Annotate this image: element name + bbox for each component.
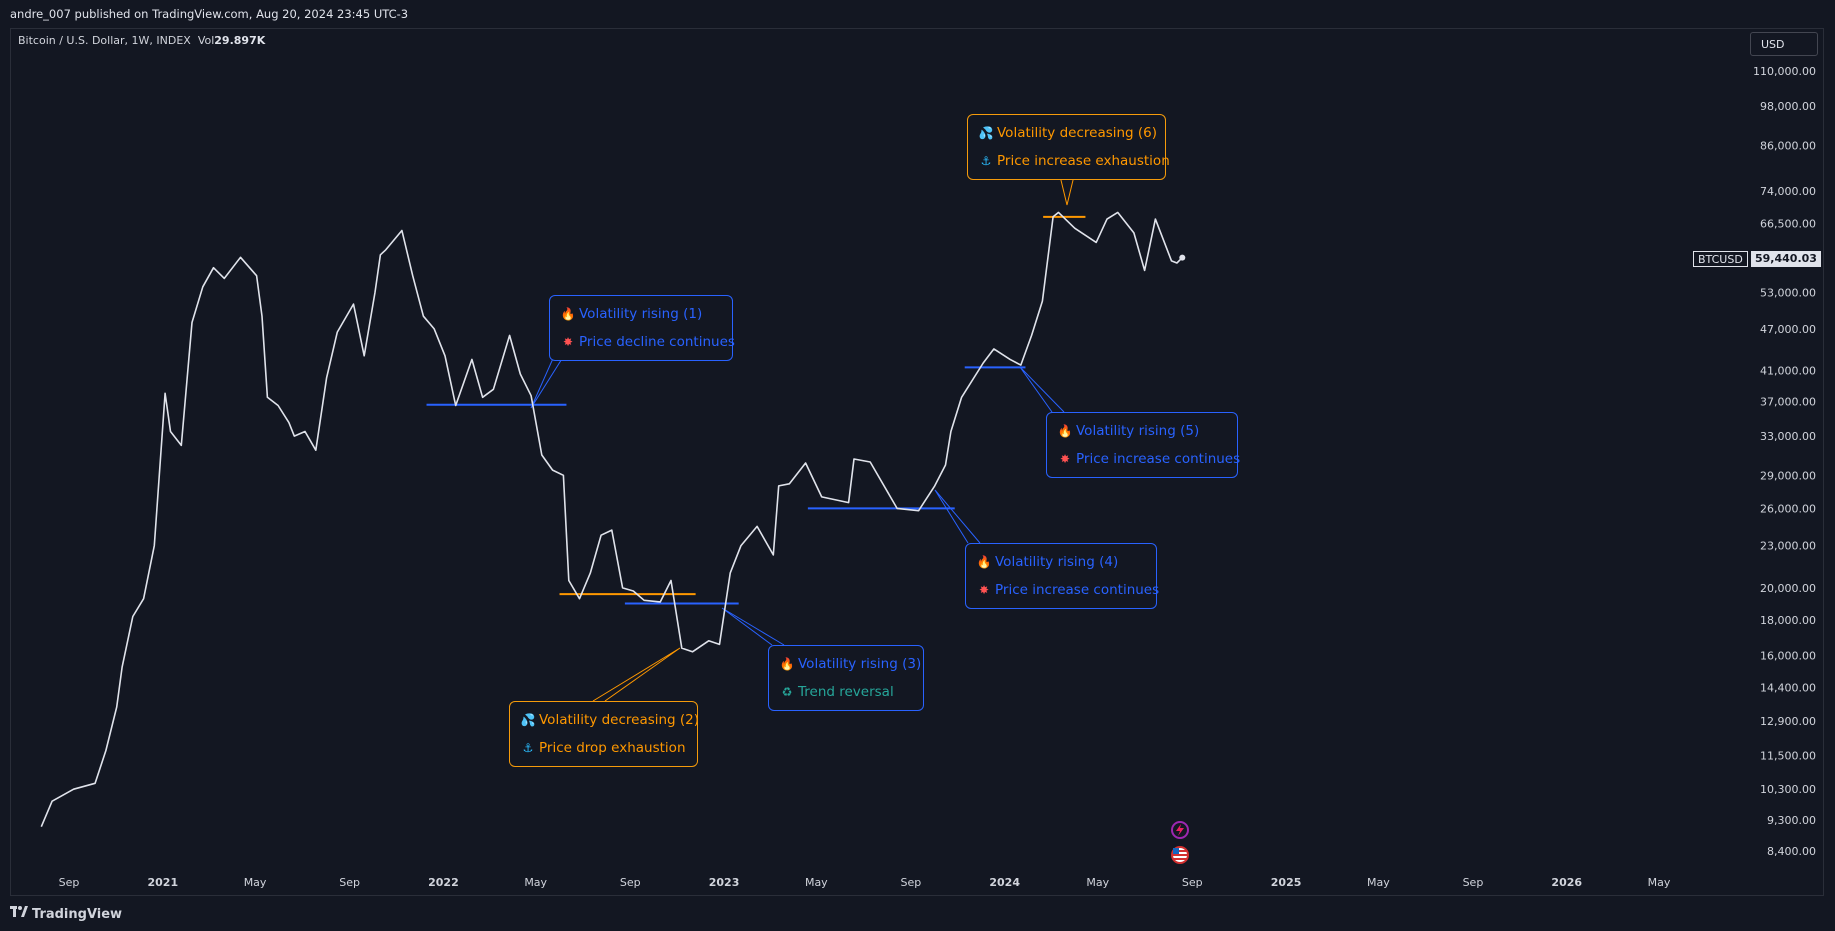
x-tick-label: May: [244, 876, 267, 889]
callout-text: Price drop exhaustion: [539, 740, 686, 756]
callout-pointer: [530, 353, 566, 409]
us-flag-event-icon[interactable]: [1171, 846, 1189, 864]
x-tick-label: 2023: [709, 876, 740, 889]
y-tick-label: 86,000.00: [1760, 140, 1816, 153]
callout-pointer: [721, 607, 785, 646]
x-axis-labels: Sep 2021 May Sep 2022 May Sep 2023 May Sep 2024 May…: [59, 876, 1671, 889]
last-price-dot: [1179, 254, 1186, 261]
y-tick-label: 66,500.00: [1760, 218, 1816, 231]
y-axis-labels: 110,000.00 98,000.00 86,000.00 74,000.00 66,…: [1753, 65, 1816, 858]
fire-icon: 🔥: [1057, 424, 1073, 438]
callout-text: Volatility rising (4): [995, 554, 1119, 570]
lightning-event-icon[interactable]: [1171, 821, 1189, 839]
y-tick-label: 47,000.00: [1760, 323, 1816, 336]
y-tick-label: 14,400.00: [1760, 682, 1816, 695]
y-tick-label: 9,300.00: [1767, 814, 1816, 827]
anchor-icon: ⚓: [980, 154, 992, 168]
y-tick-label: 8,400.00: [1767, 845, 1816, 858]
callout-text: Volatility rising (1): [579, 306, 703, 322]
y-tick-label: 53,000.00: [1760, 286, 1816, 299]
currency-button[interactable]: USD: [1750, 32, 1818, 56]
btcusd-price-line[interactable]: [40, 211, 1183, 828]
volume-label: Vol: [197, 34, 215, 47]
y-tick-label: 37,000.00: [1760, 395, 1816, 408]
y-tick-label: 41,000.00: [1760, 364, 1816, 377]
x-tick-label: May: [1648, 876, 1671, 889]
callout-pointer: [1059, 175, 1075, 206]
recycle-icon: ♻: [781, 685, 793, 699]
x-tick-label: 2022: [428, 876, 459, 889]
chart-frame[interactable]: [10, 28, 1824, 896]
callout-text: Volatility decreasing (2): [539, 712, 700, 728]
y-tick-label: 110,000.00: [1753, 65, 1816, 78]
last-price-symbol-label: BTCUSD: [1693, 251, 1748, 267]
footer: [0, 896, 1835, 931]
burst-icon: ✸: [1059, 452, 1071, 466]
burst-icon: ✸: [562, 335, 574, 349]
fire-icon: 🔥: [976, 555, 992, 569]
callout-text: Volatility rising (3): [798, 656, 922, 672]
callout-text: Volatility decreasing (6): [997, 125, 1158, 141]
tradingview-mark-icon: [10, 906, 28, 922]
x-tick-label: Sep: [901, 876, 922, 889]
y-tick-label: 33,000.00: [1760, 430, 1816, 443]
callout-text: Volatility rising (5): [1076, 423, 1200, 439]
callout-volatility-decreasing-6[interactable]: 💦 Volatility decreasing (6) ⚓ Price increa…: [967, 114, 1170, 180]
symbol-description: Bitcoin / U.S. Dollar, 1W, INDEX: [18, 34, 191, 47]
y-tick-label: 18,000.00: [1760, 614, 1816, 627]
anchor-icon: ⚓: [522, 741, 534, 755]
x-tick-label: Sep: [339, 876, 360, 889]
y-tick-label: 74,000.00: [1760, 185, 1816, 198]
brand-name: TradingView: [32, 907, 123, 922]
y-tick-label: 29,000.00: [1760, 469, 1816, 482]
droplets-icon: 💦: [520, 713, 536, 727]
x-tick-label: 2026: [1551, 876, 1582, 889]
symbol-info: Bitcoin / U.S. Dollar, 1W, INDEX Vol29.8…: [18, 34, 265, 47]
publish-info: andre_007 published on TradingView.com, …: [0, 0, 1835, 28]
x-tick-label: 2024: [989, 876, 1020, 889]
x-tick-label: Sep: [1182, 876, 1203, 889]
last-price-value-label: 59,440.03: [1751, 251, 1821, 267]
volume-value: 29.897K: [214, 34, 266, 47]
burst-icon: ✸: [978, 583, 990, 597]
x-tick-label: 2021: [147, 876, 178, 889]
y-tick-label: 16,000.00: [1760, 650, 1816, 663]
callout-volatility-rising-3[interactable]: 🔥 Volatility rising (3) ♻ Trend reversal: [768, 645, 924, 711]
x-tick-label: 2025: [1271, 876, 1302, 889]
callout-text: Price decline continues: [579, 334, 735, 350]
callout-pointer: [934, 489, 981, 544]
callout-text: Trend reversal: [798, 684, 894, 700]
y-tick-label: 98,000.00: [1760, 100, 1816, 113]
callout-pointer: [1019, 366, 1065, 413]
callout-text: Price increase continues: [995, 582, 1160, 598]
callout-text: Price increase exhaustion: [997, 153, 1170, 169]
x-tick-label: May: [805, 876, 828, 889]
x-tick-label: May: [1367, 876, 1390, 889]
callout-volatility-rising-4[interactable]: 🔥 Volatility rising (4) ✸ Price increase c…: [965, 543, 1160, 609]
y-tick-label: 23,000.00: [1760, 540, 1816, 553]
fire-icon: 🔥: [560, 307, 576, 321]
x-tick-label: Sep: [620, 876, 641, 889]
y-tick-label: 26,000.00: [1760, 502, 1816, 515]
callout-pointer: [592, 647, 681, 702]
callout-text: Price increase continues: [1076, 451, 1241, 467]
callout-volatility-rising-5[interactable]: 🔥 Volatility rising (5) ✸ Price increase c…: [1046, 412, 1241, 478]
tradingview-logo[interactable]: TradingView: [10, 906, 122, 922]
y-tick-label: 12,900.00: [1760, 715, 1816, 728]
droplets-icon: 💦: [978, 126, 994, 140]
x-tick-label: Sep: [1463, 876, 1484, 889]
callout-volatility-rising-1[interactable]: 🔥 Volatility rising (1) ✸ Price decline co…: [549, 295, 735, 361]
y-tick-label: 20,000.00: [1760, 582, 1816, 595]
y-tick-label: 10,300.00: [1760, 783, 1816, 796]
callout-volatility-decreasing-2[interactable]: 💦 Volatility decreasing (2) ⚓ Price drop e…: [509, 701, 700, 767]
fire-icon: 🔥: [779, 657, 795, 671]
y-tick-label: 11,500.00: [1760, 750, 1816, 763]
x-tick-label: May: [524, 876, 547, 889]
callout-pointers: [530, 175, 1075, 702]
x-tick-label: May: [1086, 876, 1109, 889]
x-tick-label: Sep: [59, 876, 80, 889]
